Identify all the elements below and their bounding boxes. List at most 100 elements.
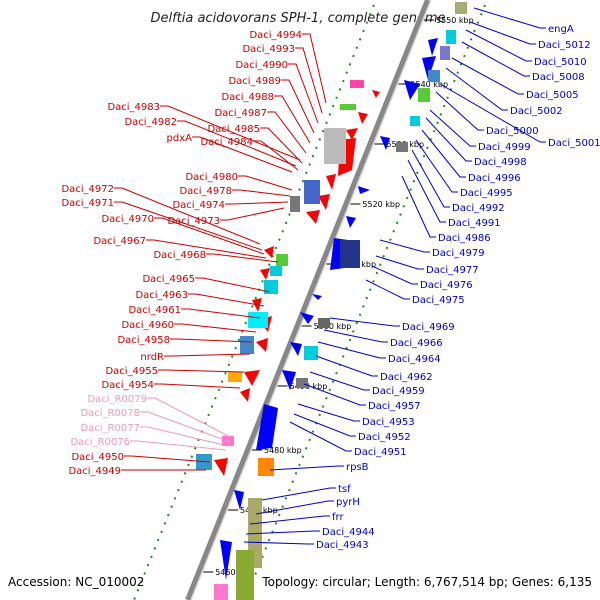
gene-label: Daci_5012 bbox=[538, 40, 591, 51]
gene-label: Daci_4975 bbox=[412, 295, 465, 306]
leader-line bbox=[421, 129, 466, 178]
leader-line bbox=[281, 79, 315, 134]
leader-line bbox=[164, 353, 251, 357]
gene-label: Daci_5008 bbox=[532, 72, 585, 83]
leader-line bbox=[425, 117, 472, 162]
gene-forward bbox=[372, 90, 380, 98]
feature-box bbox=[340, 104, 356, 110]
leader-line bbox=[255, 500, 334, 515]
leader-line bbox=[114, 187, 261, 245]
leader-line bbox=[309, 371, 370, 391]
gene-label: Daci_4964 bbox=[388, 354, 441, 365]
gene-label: Daci_4991 bbox=[448, 218, 501, 229]
leader-line bbox=[317, 341, 386, 359]
feature-box bbox=[236, 550, 254, 600]
gene-label: Daci_4983 bbox=[107, 102, 160, 113]
gene-label: pyrH bbox=[336, 497, 360, 508]
gene-label: Daci_4970 bbox=[101, 214, 154, 225]
leader-line bbox=[174, 323, 257, 333]
leader-line bbox=[375, 255, 424, 270]
leader-line bbox=[140, 411, 231, 443]
leader-line bbox=[274, 95, 311, 144]
gene-label: Daci_5010 bbox=[534, 57, 587, 68]
gene-label: Daci_4958 bbox=[117, 335, 170, 346]
feature-box bbox=[264, 280, 278, 294]
gene-label: Daci_4989 bbox=[228, 76, 281, 87]
gene-label: Daci_5002 bbox=[510, 106, 563, 117]
leader-line bbox=[261, 487, 336, 501]
feature-box bbox=[446, 30, 456, 44]
gene-reverse bbox=[312, 294, 322, 300]
leader-line bbox=[269, 465, 344, 471]
feature-box bbox=[340, 240, 360, 268]
gene-label: Daci_4994 bbox=[249, 30, 302, 41]
gene-label: Daci_4968 bbox=[153, 250, 206, 261]
feature-box bbox=[270, 266, 282, 276]
leader-line bbox=[469, 21, 536, 45]
gene-label: Daci_4951 bbox=[354, 447, 407, 458]
leader-line bbox=[415, 139, 458, 193]
gene-reverse bbox=[346, 216, 356, 228]
right-leader-lines bbox=[243, 7, 546, 545]
gene-reverse bbox=[234, 490, 244, 510]
leader-line bbox=[295, 47, 323, 114]
gene-label: nrdR bbox=[140, 352, 164, 363]
forward-strand-genes bbox=[214, 90, 380, 476]
gene-label: Daci_4998 bbox=[474, 157, 527, 168]
leader-line bbox=[114, 201, 263, 251]
gene-label: Daci_4992 bbox=[452, 203, 505, 214]
topology-text: Topology: circular; Length: 6,767,514 bp… bbox=[261, 575, 592, 589]
gene-label: Daci_4950 bbox=[71, 452, 124, 463]
gene-label: Daci_4987 bbox=[214, 108, 267, 119]
gene-label: tsf bbox=[338, 484, 351, 495]
gene-reverse bbox=[290, 342, 302, 356]
gene-label: Daci_4962 bbox=[380, 372, 433, 383]
leader-line bbox=[288, 63, 319, 124]
leader-line bbox=[445, 67, 508, 111]
feature-box bbox=[296, 378, 308, 388]
leader-line bbox=[253, 140, 299, 171]
gene-label: Daci_5005 bbox=[526, 90, 579, 101]
feature-box bbox=[290, 196, 300, 212]
gene-label: Daci_4990 bbox=[235, 60, 288, 71]
gene-label: Daci_4973 bbox=[167, 216, 220, 227]
left-gene-labels: Daci_4994 Daci_4993 Daci_4990 Daci_4989 Daci… bbox=[61, 30, 302, 477]
gene-label: Daci_4943 bbox=[316, 540, 369, 551]
feature-box bbox=[318, 318, 330, 328]
leader-line bbox=[195, 277, 271, 293]
accession-text: Accession: NC_010002 bbox=[8, 575, 144, 589]
leader-line bbox=[329, 317, 400, 327]
feature-box bbox=[396, 142, 408, 152]
gene-forward bbox=[326, 174, 336, 190]
leader-line bbox=[289, 421, 352, 452]
gene-label: rpsB bbox=[346, 462, 369, 473]
gene-label: Daci_4999 bbox=[478, 142, 531, 153]
leader-line bbox=[154, 217, 265, 255]
gene-reverse bbox=[380, 136, 390, 150]
leader-line bbox=[243, 541, 314, 545]
leader-line bbox=[245, 530, 320, 535]
gene-label: frr bbox=[332, 512, 344, 523]
gene-label: Daci_4986 bbox=[438, 233, 491, 244]
leader-line bbox=[365, 279, 410, 300]
gene-label: Daci_R0078 bbox=[80, 408, 140, 419]
scale-label: 5540 kbp bbox=[410, 80, 448, 89]
gene-label: Daci_4944 bbox=[322, 527, 375, 538]
gene-reverse bbox=[422, 56, 436, 80]
gene-forward bbox=[256, 338, 268, 352]
feature-box bbox=[214, 584, 228, 600]
gene-label: Daci_R0076 bbox=[70, 437, 130, 448]
gene-label: Daci_R0077 bbox=[80, 423, 140, 434]
gene-forward bbox=[358, 112, 368, 124]
left-leader-lines bbox=[114, 33, 327, 471]
leader-line bbox=[188, 293, 265, 307]
leader-line bbox=[249, 515, 330, 525]
leader-line bbox=[177, 120, 297, 167]
leader-line bbox=[401, 175, 436, 238]
feature-box bbox=[455, 2, 467, 14]
gene-forward bbox=[244, 370, 260, 386]
gene-label: Daci_4953 bbox=[362, 417, 415, 428]
gene-label: Daci_4963 bbox=[135, 290, 188, 301]
gene-label: Daci_4988 bbox=[221, 92, 274, 103]
